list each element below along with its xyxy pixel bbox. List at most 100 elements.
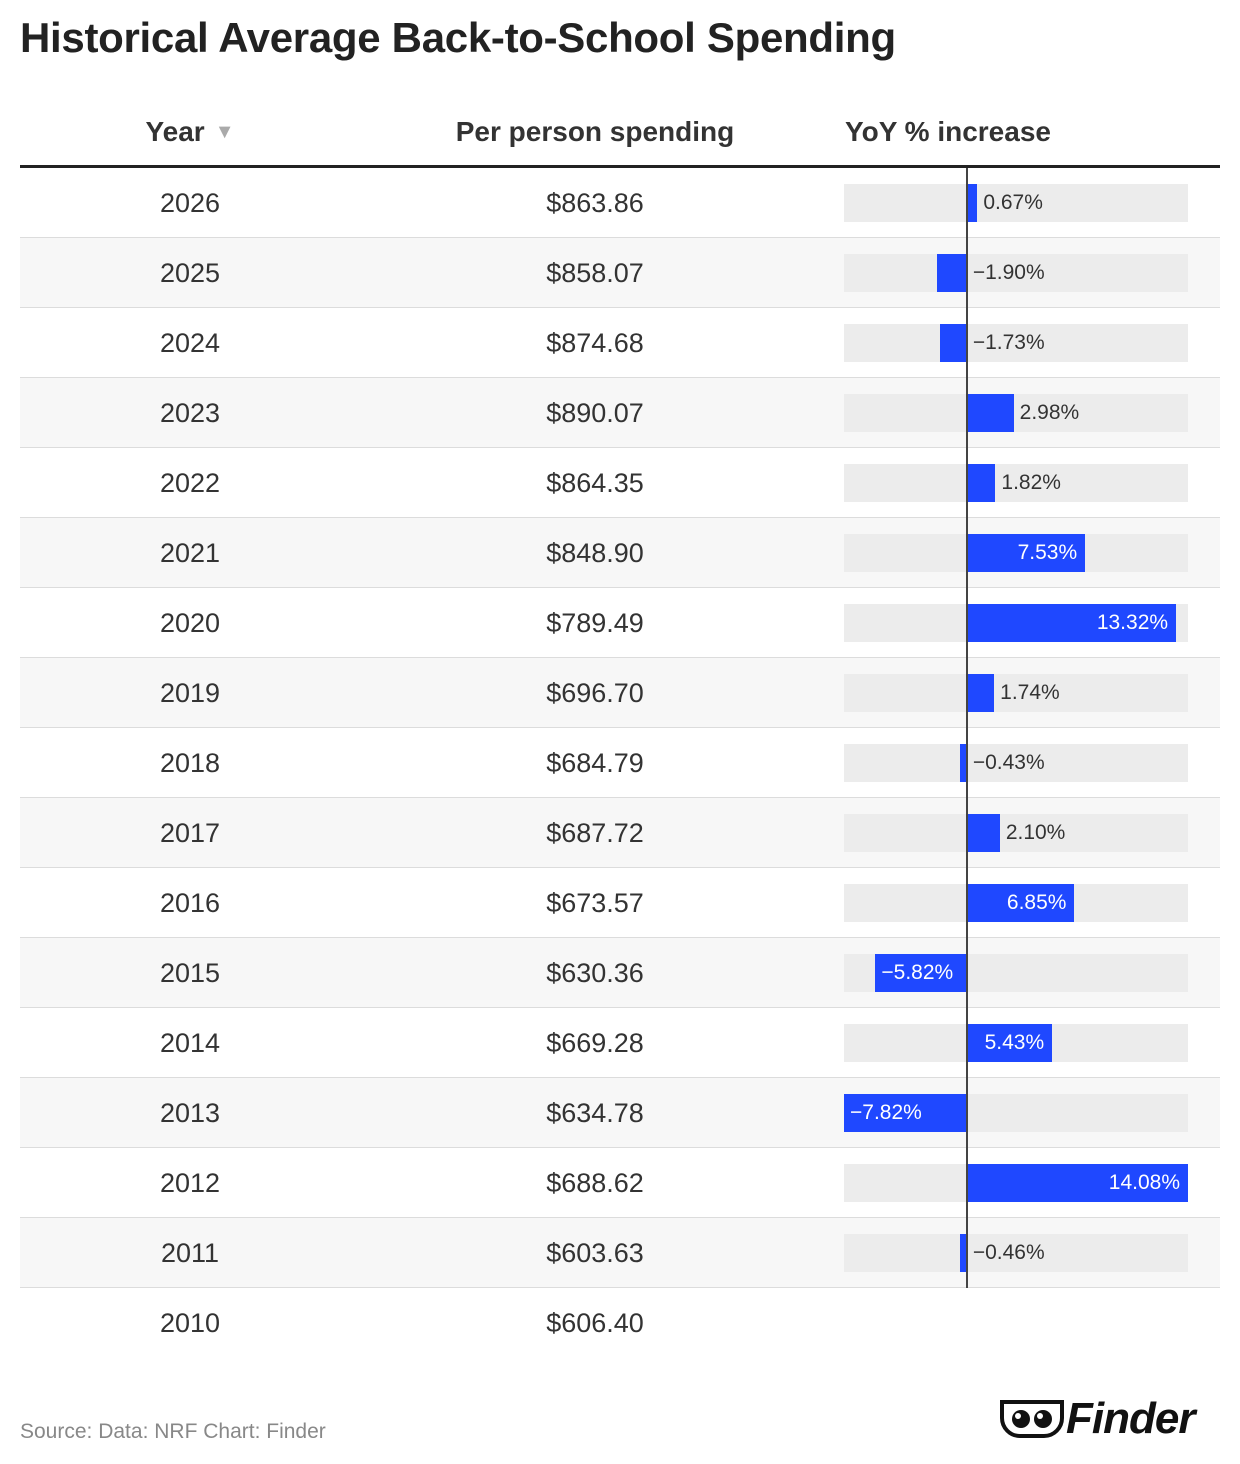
spending-cell: $696.70 xyxy=(546,678,644,708)
table-row: 2015 $630.36 −5.82% xyxy=(20,938,1220,1008)
finder-logo: Finder xyxy=(1000,1394,1220,1444)
yoy-bar-track xyxy=(844,324,1188,362)
yoy-bar xyxy=(966,184,978,222)
yoy-label: 13.32% xyxy=(1096,611,1169,634)
yoy-label: −1.90% xyxy=(972,261,1045,284)
spending-cell: $848.90 xyxy=(546,538,644,568)
spending-cell: $669.28 xyxy=(546,1028,644,1058)
table-row: 2010 $606.40 xyxy=(20,1288,1220,1358)
spending-cell: $684.79 xyxy=(546,748,644,778)
table-row: 2026 $863.86 0.67% xyxy=(20,168,1220,238)
year-cell: 2016 xyxy=(159,888,221,918)
yoy-bar xyxy=(936,254,967,292)
yoy-bar-track xyxy=(844,744,1188,782)
table-row: 2014 $669.28 5.43% xyxy=(20,1008,1220,1078)
column-header-year-label: Year xyxy=(145,116,205,147)
table-row: 2017 $687.72 2.10% xyxy=(20,798,1220,868)
yoy-bar-track xyxy=(844,814,1188,852)
yoy-label: 6.85% xyxy=(1006,891,1067,914)
spending-cell: $864.35 xyxy=(546,468,644,498)
yoy-label: 2.10% xyxy=(1005,821,1066,844)
table-header: Year ▼ Per person spending YoY % increase xyxy=(20,110,1220,168)
spending-cell: $634.78 xyxy=(546,1098,644,1128)
year-cell: 2021 xyxy=(159,538,221,568)
year-cell: 2011 xyxy=(160,1238,220,1268)
table-row: 2022 $864.35 1.82% xyxy=(20,448,1220,518)
yoy-bar xyxy=(966,604,1177,642)
yoy-bar-track xyxy=(844,184,1188,222)
eyes-logo-icon xyxy=(1000,1400,1064,1438)
year-cell: 2014 xyxy=(159,1028,221,1058)
yoy-label: 7.53% xyxy=(1017,541,1078,564)
spending-cell: $858.07 xyxy=(546,258,644,288)
year-cell: 2010 xyxy=(159,1308,221,1338)
table-row: 2011 $603.63 −0.46% xyxy=(20,1218,1220,1288)
yoy-bar-track xyxy=(844,1234,1188,1272)
yoy-bar xyxy=(875,954,967,992)
year-cell: 2015 xyxy=(159,958,221,988)
yoy-label: −0.46% xyxy=(972,1241,1045,1264)
yoy-label: 14.08% xyxy=(1108,1171,1180,1194)
table-row: 2023 $890.07 2.98% xyxy=(20,378,1220,448)
source-note: Source: Data: NRF Chart: Finder xyxy=(20,1420,326,1443)
yoy-bar xyxy=(844,1094,967,1132)
yoy-bar xyxy=(966,814,1000,852)
yoy-bar xyxy=(966,884,1075,922)
column-header-spending[interactable]: Per person spending xyxy=(455,116,735,147)
yoy-label: −1.73% xyxy=(972,331,1045,354)
yoy-label: −7.82% xyxy=(850,1101,922,1124)
spending-cell: $890.07 xyxy=(546,398,644,428)
year-cell: 2018 xyxy=(159,748,221,778)
yoy-bar-track xyxy=(844,394,1188,432)
year-cell: 2022 xyxy=(159,468,221,498)
table-row: 2024 $874.68 −1.73% xyxy=(20,308,1220,378)
yoy-label: 2.98% xyxy=(1019,401,1080,424)
year-cell: 2017 xyxy=(159,818,221,848)
spending-cell: $630.36 xyxy=(546,958,644,988)
page-title: Historical Average Back-to-School Spendi… xyxy=(20,14,896,61)
year-cell: 2020 xyxy=(159,608,221,638)
table-row: 2020 $789.49 13.32% xyxy=(20,588,1220,658)
yoy-bar xyxy=(966,674,995,712)
year-cell: 2013 xyxy=(159,1098,221,1128)
year-cell: 2019 xyxy=(159,678,221,708)
table-row: 2019 $696.70 1.74% xyxy=(20,658,1220,728)
spending-cell: $606.40 xyxy=(546,1308,644,1338)
year-cell: 2023 xyxy=(159,398,221,428)
year-cell: 2012 xyxy=(159,1168,221,1198)
year-cell: 2025 xyxy=(159,258,221,288)
yoy-bar xyxy=(966,1164,1188,1202)
table-row: 2012 $688.62 14.08% xyxy=(20,1148,1220,1218)
table-row: 2025 $858.07 −1.90% xyxy=(20,238,1220,308)
yoy-label: 1.82% xyxy=(1001,471,1061,494)
year-cell: 2024 xyxy=(159,328,221,358)
spending-cell: $789.49 xyxy=(546,608,644,638)
spending-cell: $673.57 xyxy=(546,888,644,918)
table-row: 2018 $684.79 −0.43% xyxy=(20,728,1220,798)
spending-cell: $603.63 xyxy=(546,1238,644,1268)
zero-baseline xyxy=(966,168,968,1288)
year-cell: 2026 xyxy=(159,188,221,218)
spending-cell: $687.72 xyxy=(546,818,644,848)
yoy-label: 1.74% xyxy=(1000,681,1060,704)
column-header-year[interactable]: Year ▼ xyxy=(20,116,360,148)
yoy-bar xyxy=(966,534,1086,572)
yoy-bar xyxy=(960,744,967,782)
table-row: 2016 $673.57 6.85% xyxy=(20,868,1220,938)
spending-cell: $874.68 xyxy=(546,328,644,358)
yoy-label: −0.43% xyxy=(972,751,1045,774)
yoy-bar-track xyxy=(844,254,1188,292)
yoy-label: 0.67% xyxy=(983,191,1043,214)
yoy-bar xyxy=(959,1234,967,1272)
column-header-yoy[interactable]: YoY % increase xyxy=(845,116,1051,147)
yoy-bar xyxy=(966,464,996,502)
sort-descending-icon[interactable]: ▼ xyxy=(214,121,235,143)
spending-cell: $688.62 xyxy=(546,1168,644,1198)
logo-wordmark: Finder xyxy=(1066,1394,1195,1443)
yoy-label: 5.43% xyxy=(984,1031,1045,1054)
table-row: 2021 $848.90 7.53% xyxy=(20,518,1220,588)
yoy-bar-track xyxy=(844,464,1188,502)
yoy-bar xyxy=(966,394,1014,432)
table-body: 2026 $863.86 0.67% 2025 $858.07 −1.90% 2024 $87… xyxy=(20,168,1220,1358)
yoy-bar-track xyxy=(844,674,1188,712)
